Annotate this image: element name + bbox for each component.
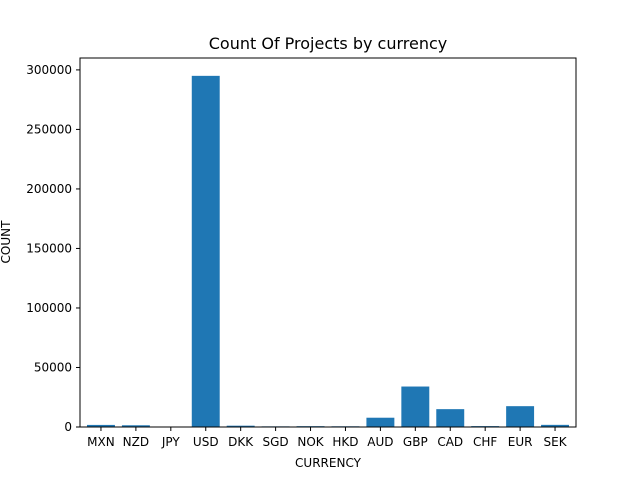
y-tick-label: 50000 (34, 360, 72, 374)
x-tick-label-usd: USD (193, 435, 219, 449)
bar-mxn (86, 424, 115, 427)
bar-dkk (226, 425, 255, 427)
x-tick-label-sek: SEK (544, 435, 568, 449)
bar-gbp (401, 386, 430, 427)
bar-cad (436, 409, 465, 427)
y-tick-label: 300000 (26, 63, 72, 77)
x-tick-label-aud: AUD (367, 435, 393, 449)
x-tick-label-sgd: SGD (263, 435, 289, 449)
x-tick-label-jpy: JPY (161, 435, 181, 449)
x-tick-label-gbp: GBP (403, 435, 428, 449)
x-tick-label-mxn: MXN (87, 435, 115, 449)
y-tick-label: 150000 (26, 241, 72, 255)
bar-sek (541, 424, 570, 427)
x-tick-label-cad: CAD (437, 435, 463, 449)
x-tick-label-nok: NOK (297, 435, 324, 449)
bar-usd (191, 75, 220, 427)
bar-eur (506, 406, 535, 427)
x-tick-label-dkk: DKK (228, 435, 254, 449)
plot-frame (79, 57, 577, 428)
bars-group (86, 75, 570, 427)
bar-aud (366, 417, 395, 427)
y-axis: 0 50000 100000 150000 200000 250000 300000 (26, 63, 80, 434)
y-axis-label: COUNT (0, 220, 13, 264)
x-axis-label: CURRENCY (295, 456, 362, 470)
x-tick-label-nzd: NZD (123, 435, 149, 449)
chart-title: Count Of Projects by currency (209, 34, 448, 53)
y-tick-label: 250000 (26, 122, 72, 136)
x-tick-label-eur: EUR (508, 435, 533, 449)
bar-nzd (121, 425, 150, 427)
y-tick-label: 0 (64, 420, 72, 434)
x-axis: MXN NZD JPY USD DKK SGD NOK HKD AUD GBP CAD CHF EUR S… (87, 427, 568, 449)
x-tick-label-chf: CHF (473, 435, 497, 449)
x-tick-label-hkd: HKD (332, 435, 358, 449)
y-tick-label: 200000 (26, 182, 72, 196)
y-tick-label: 100000 (26, 301, 72, 315)
